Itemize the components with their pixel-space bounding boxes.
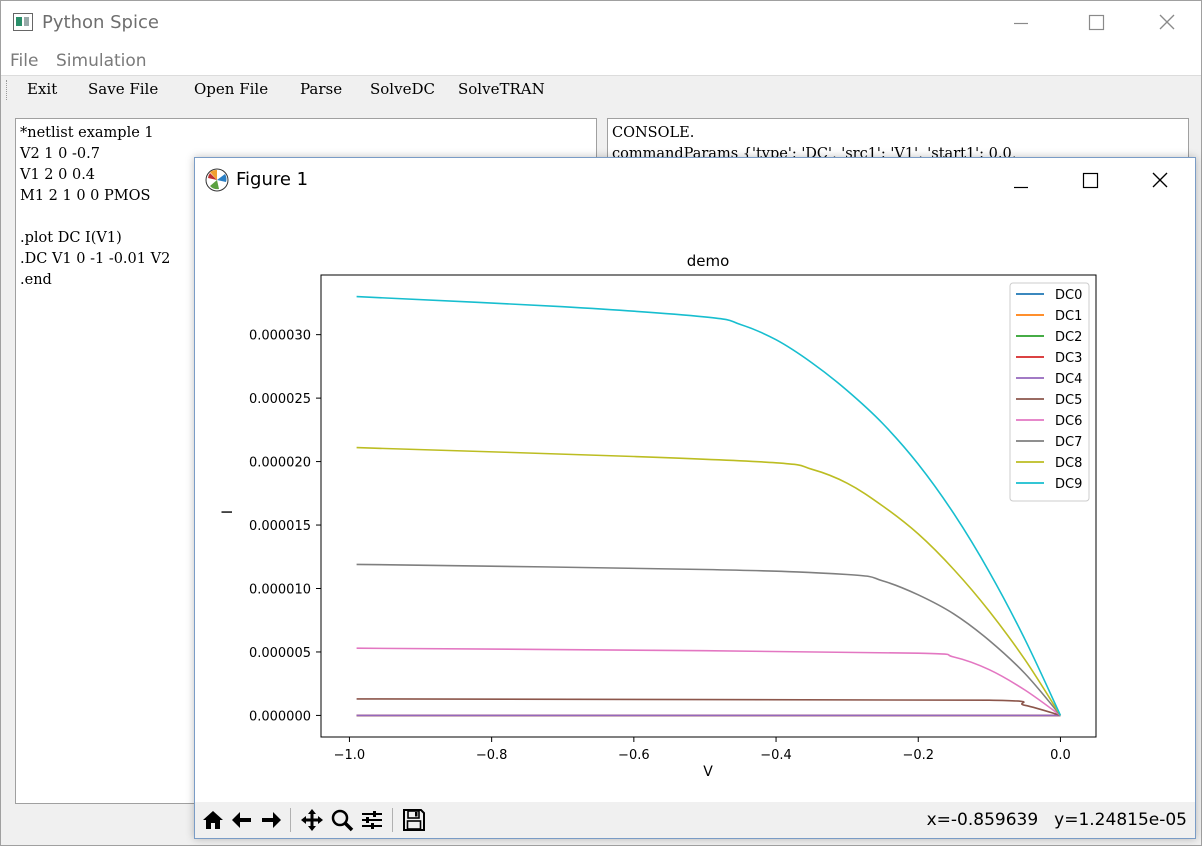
x-tick-label: −0.2 — [902, 748, 934, 763]
toolbar-separator — [392, 808, 393, 832]
x-tick-label: 0.0 — [1050, 748, 1071, 763]
close-button[interactable] — [1153, 9, 1181, 37]
figure-close-button[interactable] — [1146, 166, 1174, 194]
parse-button[interactable]: Parse — [300, 80, 343, 98]
save-file-button[interactable]: Save File — [88, 80, 159, 98]
home-icon — [203, 811, 223, 829]
menu-bar: File Simulation — [1, 45, 1201, 76]
figure-title-bar[interactable]: Figure 1 — [195, 158, 1195, 202]
legend-label: DC7 — [1055, 435, 1082, 450]
title-bar[interactable]: Python Spice — [1, 1, 1201, 45]
figure-maximize-button[interactable] — [1076, 166, 1104, 194]
solve-dc-button[interactable]: SolveDC — [370, 80, 435, 98]
series-line-dc9 — [356, 295, 1062, 716]
figure-window: Figure 1 demo −1.0 −0.8 −0.6 −0.4 −0.2 0.0 0.… — [194, 157, 1196, 839]
zoom-button[interactable] — [329, 807, 355, 833]
maximize-button[interactable] — [1082, 9, 1110, 37]
zoom-icon — [331, 809, 354, 832]
legend-label: DC0 — [1055, 288, 1082, 303]
exit-button[interactable]: Exit — [27, 80, 58, 98]
minimize-button[interactable] — [1007, 9, 1035, 37]
figure-minimize-button[interactable] — [1007, 166, 1035, 194]
series-line-dc5 — [356, 698, 1061, 717]
legend-label: DC4 — [1055, 372, 1082, 387]
x-axis-label: V — [703, 764, 713, 780]
save-figure-button[interactable] — [401, 807, 427, 833]
y-tick-label: 0.000005 — [249, 646, 311, 661]
legend-label: DC2 — [1055, 330, 1082, 345]
plot-canvas[interactable]: demo −1.0 −0.8 −0.6 −0.4 −0.2 0.0 0.000000 0.0… — [195, 202, 1195, 802]
editor-line: V1 2 0 0.4 — [20, 167, 96, 183]
cursor-y: y=1.24815e-05 — [1054, 810, 1187, 830]
legend-label: DC6 — [1055, 414, 1082, 429]
legend-label: DC9 — [1055, 477, 1082, 492]
legend-label: DC3 — [1055, 351, 1082, 366]
toolbar-grip[interactable] — [6, 80, 9, 100]
toolbar: Exit Save File Open File Parse SolveDC S… — [1, 76, 1201, 104]
figure-title: Figure 1 — [236, 169, 309, 190]
toolbar-separator — [290, 808, 291, 832]
legend-label: DC5 — [1055, 393, 1082, 408]
console-line: CONSOLE. — [612, 125, 695, 141]
legend-box — [1009, 282, 1090, 502]
forward-icon — [262, 812, 281, 828]
y-tick-label: 0.000000 — [249, 709, 311, 724]
forward-button[interactable] — [258, 807, 284, 833]
back-icon — [232, 812, 251, 828]
x-tick-label: −0.6 — [618, 748, 650, 763]
app-icon — [13, 13, 33, 31]
close-icon — [1159, 14, 1175, 30]
cursor-x: x=-0.859639 — [926, 810, 1039, 830]
close-icon — [1152, 172, 1168, 188]
x-tick-label: −0.4 — [760, 748, 792, 763]
maximize-icon — [1088, 14, 1105, 31]
x-tick-label: −0.8 — [476, 748, 508, 763]
home-button[interactable] — [200, 807, 226, 833]
menu-simulation[interactable]: Simulation — [56, 51, 147, 71]
legend-label: DC8 — [1055, 456, 1082, 471]
minimize-icon — [1014, 22, 1028, 25]
y-tick-label: 0.000015 — [249, 519, 311, 534]
chart-title: demo — [687, 252, 730, 270]
configure-icon — [362, 811, 382, 829]
legend: DC0 DC1 DC2 DC3 DC4 DC5 DC6 DC7 DC8 DC9 — [1009, 282, 1090, 502]
save-icon — [403, 809, 425, 831]
editor-line: .plot DC I(V1) — [20, 230, 122, 246]
maximize-icon — [1082, 172, 1099, 189]
series-line-dc6 — [356, 647, 1061, 717]
pan-icon — [301, 809, 323, 831]
legend-label: DC1 — [1055, 309, 1082, 324]
y-tick-label: 0.000020 — [249, 456, 311, 471]
solve-tran-button[interactable]: SolveTRAN — [458, 80, 545, 98]
y-tick-label: 0.000030 — [249, 329, 311, 344]
y-tick-label: 0.000010 — [249, 583, 311, 598]
series-line-dc8 — [356, 446, 1062, 716]
matplotlib-icon — [205, 168, 229, 192]
x-tick-label: −1.0 — [334, 748, 366, 763]
minimize-icon — [1014, 186, 1028, 189]
window-title: Python Spice — [42, 12, 159, 33]
editor-line: M1 2 1 0 0 PMOS — [20, 188, 151, 204]
back-button[interactable] — [229, 807, 255, 833]
editor-line: *netlist example 1 — [20, 125, 154, 141]
figure-toolbar: x=-0.859639 y=1.24815e-05 — [195, 802, 1195, 838]
axes-frame — [320, 274, 1097, 738]
editor-line: .end — [20, 272, 52, 288]
editor-line: .DC V1 0 -1 -0.01 V2 — [20, 251, 171, 267]
editor-line: V2 1 0 -0.7 — [20, 146, 100, 162]
series-line-dc7 — [356, 563, 1062, 716]
menu-file[interactable]: File — [10, 51, 39, 71]
y-axis-label: I — [220, 510, 236, 514]
open-file-button[interactable]: Open File — [194, 80, 269, 98]
pan-button[interactable] — [299, 807, 325, 833]
configure-button[interactable] — [359, 807, 385, 833]
y-tick-label: 0.000025 — [249, 392, 311, 407]
cursor-coordinates: x=-0.859639 y=1.24815e-05 — [911, 810, 1187, 830]
